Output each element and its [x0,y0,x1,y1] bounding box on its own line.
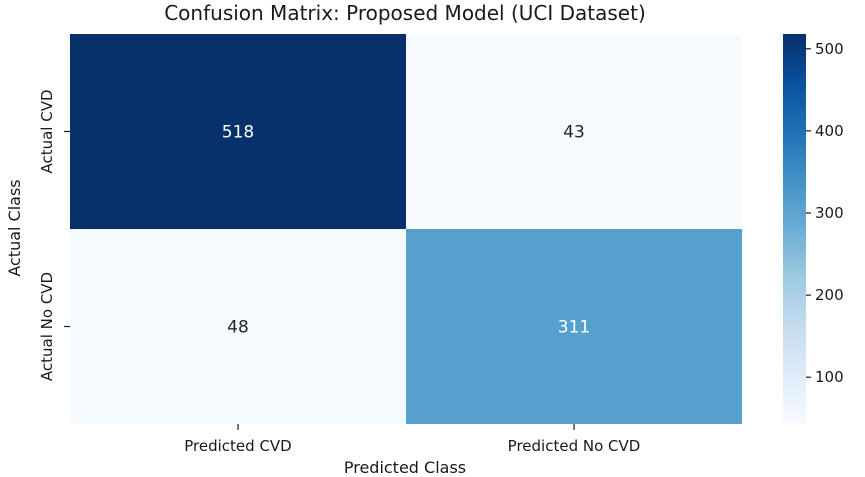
cell-value-label-1-0: 48 [227,318,249,338]
heatmap-cell-1-0 [70,229,406,424]
heatmap-cell-1-1 [406,229,742,424]
x-axis-ticks: Predicted CVD Predicted No CVD [184,424,640,455]
colorbar-tick-label: 400 [815,122,844,140]
colorbar-tick-label: 100 [815,368,844,386]
cell-value-label-1-1: 311 [558,318,590,338]
heatmap-cells [70,34,742,424]
cell-value-label-0-1: 43 [563,123,585,143]
colorbar-tick-label: 300 [815,204,844,222]
colorbar-tick-label: 500 [815,40,844,58]
colorbar-tick-label: 200 [815,286,844,304]
x-tick-label: Predicted No CVD [508,437,641,455]
colorbar [783,34,806,424]
heatmap-cell-0-1 [406,34,742,229]
y-axis-ticks: Actual CVD Actual No CVD [38,89,70,381]
heatmap-cell-0-0 [70,34,406,229]
y-axis-label: Actual Class [5,179,24,276]
colorbar-ticks: 100 200 300 400 500 [806,40,844,386]
x-axis-label: Predicted Class [344,458,466,477]
chart-title: Confusion Matrix: Proposed Model (UCI Da… [164,1,646,25]
heatmap-cell-labels: 518 43 48 311 [222,123,590,338]
y-tick-label: Actual CVD [38,89,56,173]
x-tick-label: Predicted CVD [184,437,291,455]
y-tick-label: Actual No CVD [38,272,56,381]
cell-value-label-0-0: 518 [222,123,254,143]
